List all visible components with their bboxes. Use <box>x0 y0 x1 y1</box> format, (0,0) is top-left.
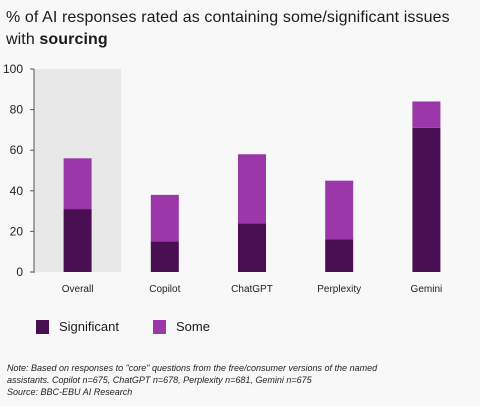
bar-chatgpt-significant <box>238 223 266 272</box>
bar-gemini-some <box>412 101 441 128</box>
bar-overall-significant <box>63 209 92 272</box>
x-tick-label-perplexity: Perplexity <box>317 284 361 295</box>
bar-overall-some <box>63 158 92 210</box>
y-tick-label-100: 100 <box>3 62 23 76</box>
chart-title-text: % of AI responses rated as containing so… <box>6 9 450 48</box>
bar-gemini-significant <box>412 127 441 273</box>
bar-chatgpt-some <box>238 154 266 224</box>
x-tick-label-overall: Overall <box>62 284 94 295</box>
footnote-source: Source: BBC-EBU AI Research <box>7 387 133 397</box>
bar-perplexity-some <box>325 180 354 240</box>
x-tick-label-chatgpt: ChatGPT <box>231 284 273 295</box>
chart-title-emphasis: sourcing <box>39 31 108 48</box>
bar-copilot-significant <box>150 241 179 272</box>
chart-title: % of AI responses rated as containing so… <box>6 7 476 51</box>
legend-swatch-significant <box>36 319 49 334</box>
legend-item-some: Some <box>152 319 210 334</box>
footnote-line-2: assistants. Copilot n=675, ChatGPT n=678… <box>7 375 312 385</box>
x-tick-label-gemini: Gemini <box>411 284 443 295</box>
legend-label-some: Some <box>175 319 210 334</box>
bar-copilot-some <box>150 194 179 242</box>
footnote: Note: Based on responses to "core" quest… <box>7 362 477 398</box>
y-tick-label-0: 0 <box>16 265 23 279</box>
legend-item-significant: Significant <box>36 319 119 334</box>
y-tick-label-80: 80 <box>10 103 24 117</box>
footnote-line-1: Note: Based on responses to "core" quest… <box>7 363 378 373</box>
bar-perplexity-significant <box>325 239 354 272</box>
y-tick-label-60: 60 <box>10 143 24 157</box>
legend-label-significant: Significant <box>59 319 119 334</box>
y-tick-label-40: 40 <box>10 184 24 198</box>
x-tick-label-copilot: Copilot <box>149 284 180 295</box>
legend: Significant Some <box>36 319 244 334</box>
legend-swatch-some <box>152 319 166 334</box>
y-tick-label-20: 20 <box>10 224 24 238</box>
